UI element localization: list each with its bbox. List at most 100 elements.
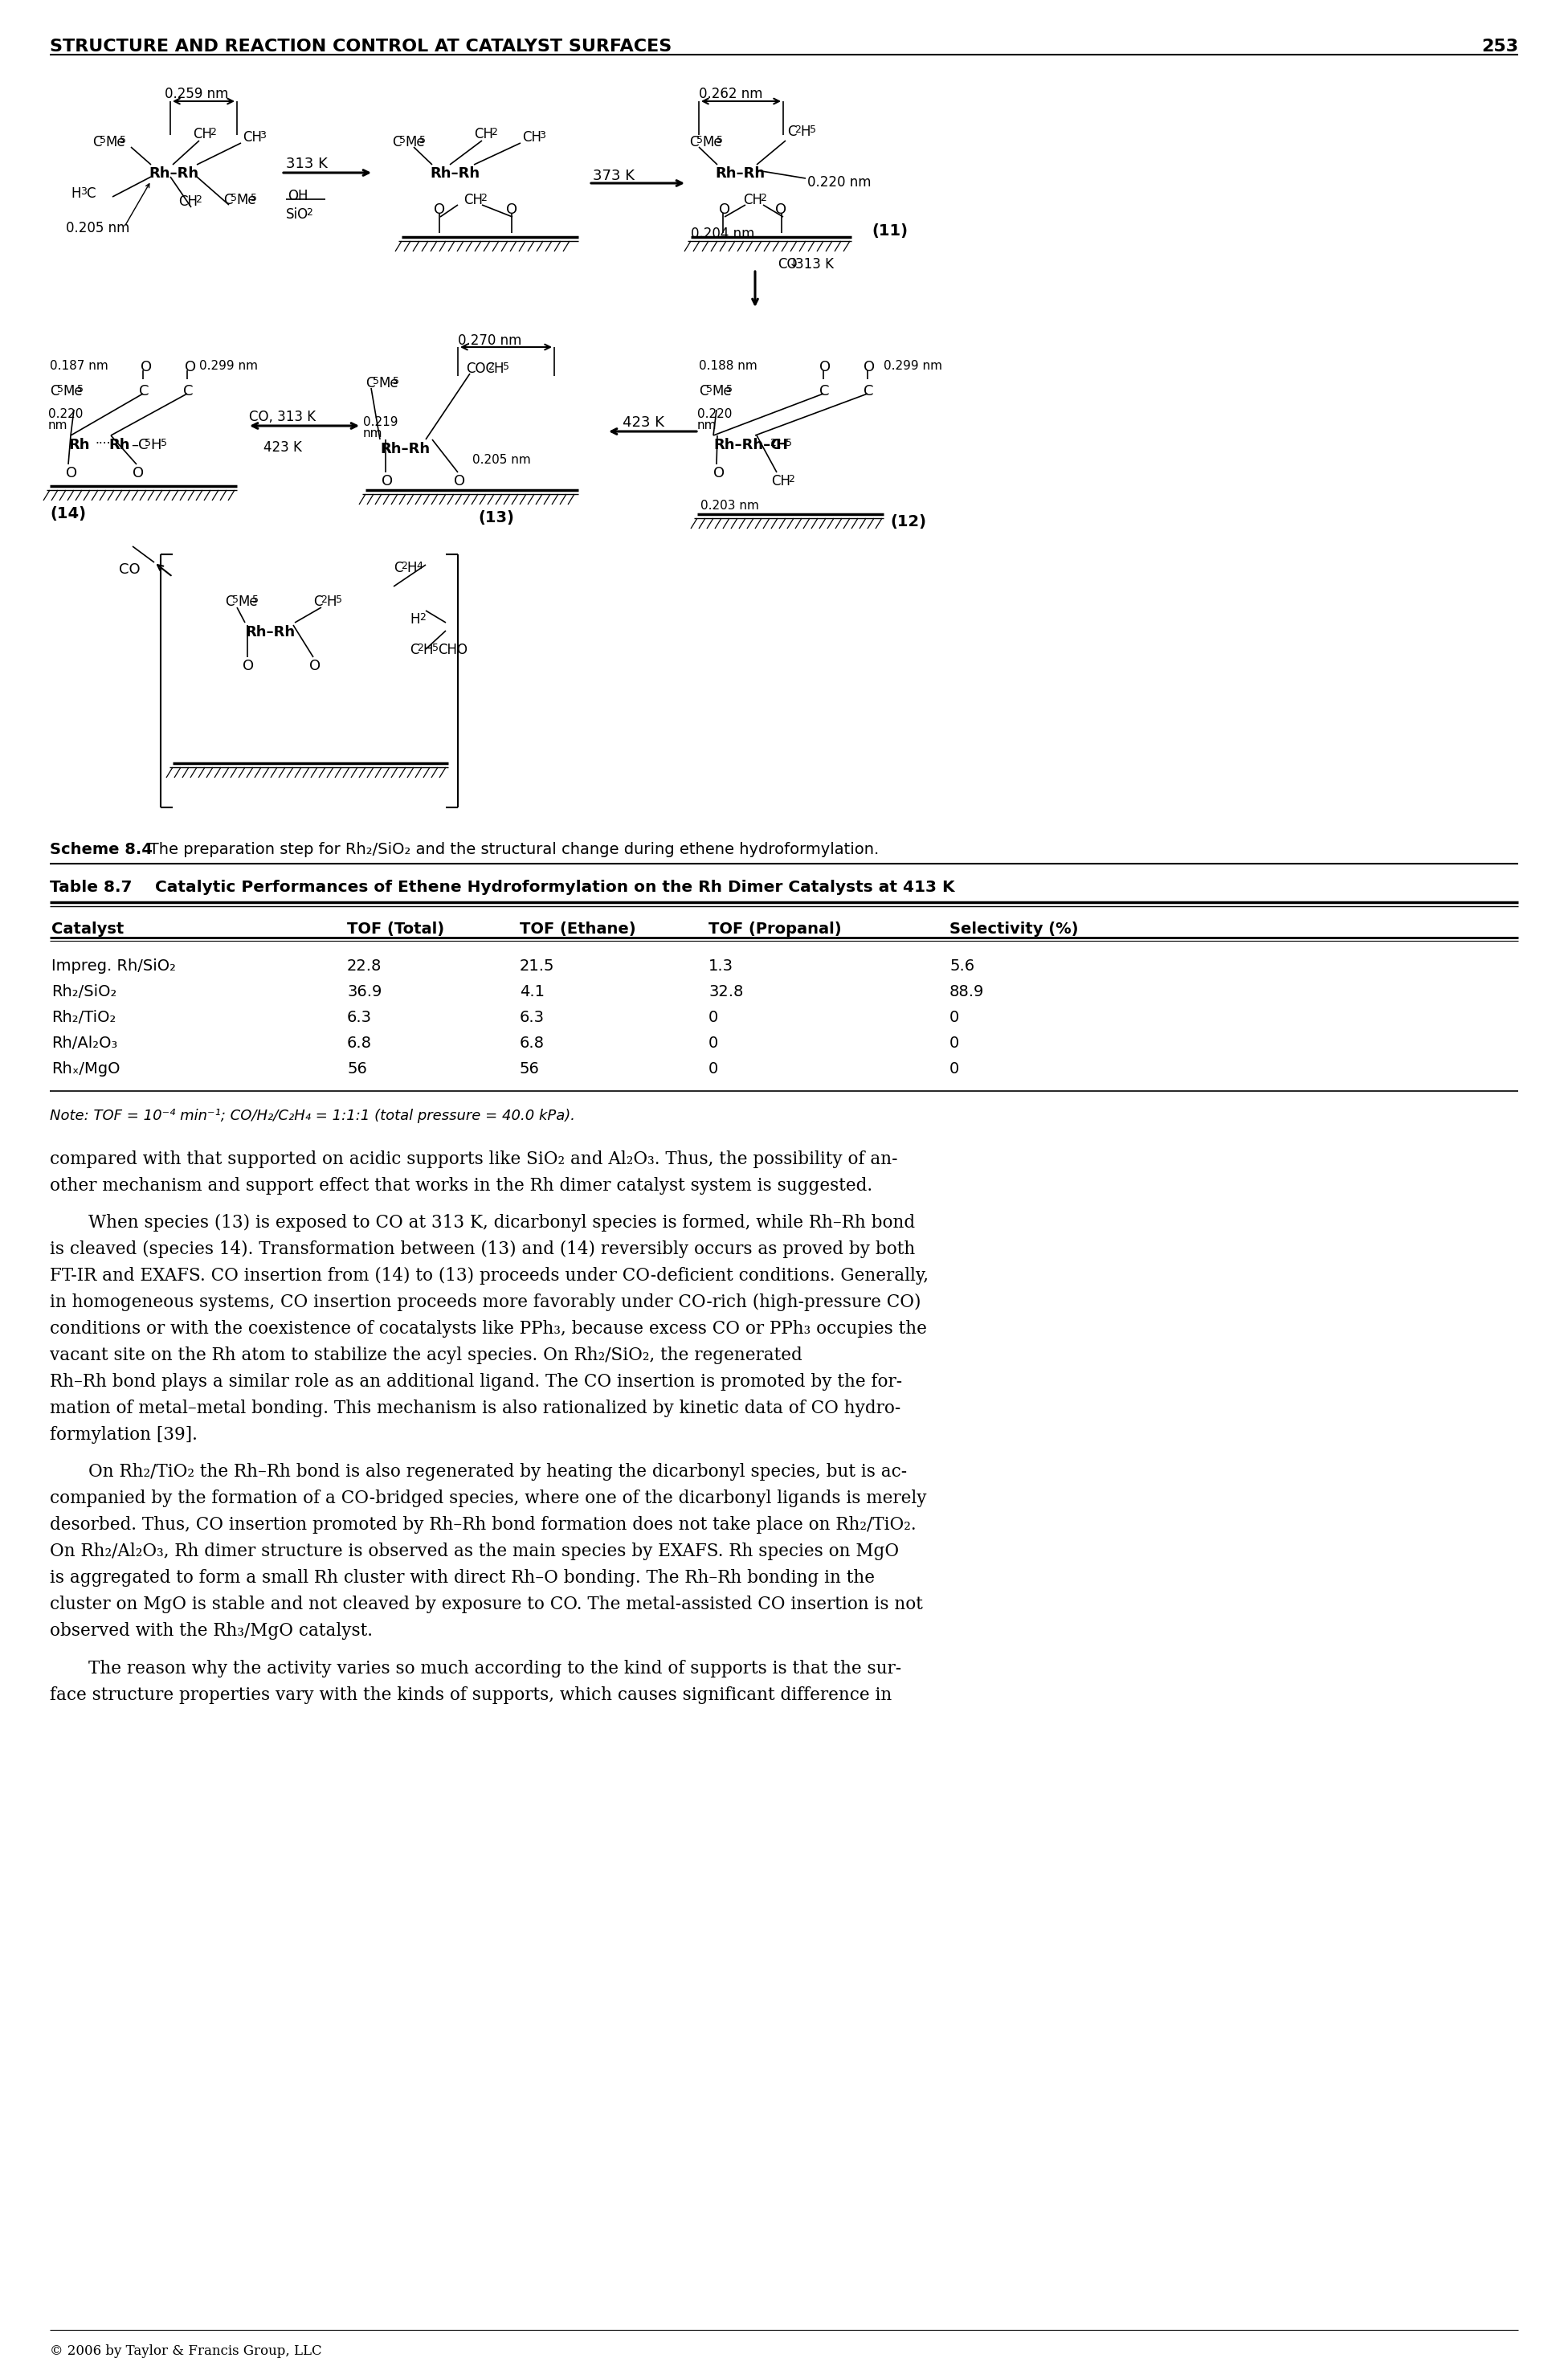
Text: When species (13) is exposed to CO at 313 K, dicarbonyl species is formed, while: When species (13) is exposed to CO at 31…	[88, 1214, 916, 1233]
Text: 0.259 nm: 0.259 nm	[165, 87, 229, 102]
Text: TOF (Ethane): TOF (Ethane)	[519, 921, 637, 938]
Text: O: O	[720, 203, 731, 217]
Text: C: C	[93, 135, 102, 149]
Text: 5: 5	[419, 135, 426, 146]
Text: nm: nm	[698, 420, 717, 432]
Text: 423 K: 423 K	[622, 416, 665, 430]
Text: C: C	[183, 385, 193, 399]
Text: O: O	[381, 475, 394, 489]
Text: 2: 2	[795, 125, 801, 135]
Text: 5: 5	[400, 135, 406, 146]
Text: cluster on MgO is stable and not cleaved by exposure to CO. The metal-assisted C: cluster on MgO is stable and not cleaved…	[50, 1597, 924, 1613]
Text: 5: 5	[144, 437, 151, 449]
Text: –C: –C	[132, 437, 149, 451]
Text: 2: 2	[417, 642, 423, 654]
Text: CH: CH	[179, 194, 198, 208]
Text: 313 K: 313 K	[795, 257, 834, 272]
Text: ↓: ↓	[789, 257, 800, 269]
Text: Rh/Al₂O₃: Rh/Al₂O₃	[52, 1035, 118, 1051]
Text: 4.1: 4.1	[519, 985, 544, 999]
Text: O: O	[185, 359, 196, 376]
Text: H: H	[775, 437, 787, 451]
Text: Me: Me	[712, 385, 732, 399]
Text: H: H	[494, 361, 503, 376]
Text: 0.204 nm: 0.204 nm	[691, 227, 754, 241]
Text: 5: 5	[394, 376, 400, 387]
Text: H: H	[326, 595, 336, 609]
Text: 2: 2	[770, 437, 776, 449]
Text: C: C	[223, 194, 232, 208]
Text: is cleaved (species 14). Transformation between (13) and (14) reversibly occurs : is cleaved (species 14). Transformation …	[50, 1240, 916, 1259]
Text: 1.3: 1.3	[709, 959, 734, 973]
Text: other mechanism and support effect that works in the Rh dimer catalyst system is: other mechanism and support effect that …	[50, 1176, 872, 1195]
Text: Me: Me	[405, 135, 425, 149]
Text: O: O	[864, 359, 875, 376]
Text: O: O	[820, 359, 831, 376]
Text: H: H	[800, 125, 811, 139]
Text: 2: 2	[789, 475, 795, 484]
Text: 6.8: 6.8	[519, 1035, 544, 1051]
Text: 5.6: 5.6	[950, 959, 974, 973]
Text: Rh: Rh	[108, 437, 130, 451]
Text: 2: 2	[401, 560, 408, 572]
Text: H: H	[409, 612, 420, 626]
Text: 5: 5	[160, 437, 168, 449]
Text: nm: nm	[49, 420, 67, 432]
Text: 0.203 nm: 0.203 nm	[701, 501, 759, 513]
Text: 2: 2	[306, 208, 312, 217]
Text: CH: CH	[743, 194, 762, 208]
Text: STRUCTURE AND REACTION CONTROL AT CATALYST SURFACES: STRUCTURE AND REACTION CONTROL AT CATALY…	[50, 38, 671, 54]
Text: face structure properties vary with the kinds of supports, which causes signific: face structure properties vary with the …	[50, 1686, 892, 1703]
Text: C: C	[140, 385, 149, 399]
Text: TOF (Propanal): TOF (Propanal)	[709, 921, 842, 938]
Text: H: H	[406, 560, 417, 576]
Text: COC: COC	[466, 361, 495, 376]
Text: Catalytic Performances of Ethene Hydroformylation on the Rh Dimer Catalysts at 4: Catalytic Performances of Ethene Hydrofo…	[138, 879, 955, 895]
Text: On Rh₂/Al₂O₃, Rh dimer structure is observed as the main species by EXAFS. Rh sp: On Rh₂/Al₂O₃, Rh dimer structure is obse…	[50, 1542, 898, 1561]
Text: in homogeneous systems, CO insertion proceeds more favorably under CO-rich (high: in homogeneous systems, CO insertion pro…	[50, 1294, 920, 1311]
Text: Rhₓ/MgO: Rhₓ/MgO	[52, 1061, 121, 1077]
Text: conditions or with the coexistence of cocatalysts like PPh₃, because excess CO o: conditions or with the coexistence of co…	[50, 1320, 927, 1337]
Text: 0: 0	[950, 1011, 960, 1025]
Text: CO, 313 K: CO, 313 K	[249, 409, 315, 425]
Text: Me: Me	[105, 135, 125, 149]
Text: Rh: Rh	[69, 437, 89, 451]
Text: O: O	[243, 659, 254, 673]
Text: Selectivity (%): Selectivity (%)	[950, 921, 1079, 938]
Text: C: C	[820, 385, 829, 399]
Text: 6.3: 6.3	[347, 1011, 372, 1025]
Text: 0.270 nm: 0.270 nm	[458, 333, 522, 347]
Text: Rh–Rh bond plays a similar role as an additional ligand. The CO insertion is pro: Rh–Rh bond plays a similar role as an ad…	[50, 1372, 902, 1391]
Text: 6.3: 6.3	[519, 1011, 544, 1025]
Text: 5: 5	[77, 385, 83, 394]
Text: H: H	[151, 437, 162, 451]
Text: Rh–Rh: Rh–Rh	[715, 165, 765, 182]
Text: 5: 5	[786, 437, 792, 449]
Text: 0.220: 0.220	[698, 409, 732, 420]
Text: CO: CO	[778, 257, 797, 272]
Text: C: C	[690, 135, 698, 149]
Text: 2: 2	[210, 128, 216, 137]
Text: TOF (Total): TOF (Total)	[347, 921, 444, 938]
Text: observed with the Rh₃/MgO catalyst.: observed with the Rh₃/MgO catalyst.	[50, 1623, 373, 1639]
Text: O: O	[713, 465, 724, 479]
Text: C: C	[86, 187, 96, 201]
Text: 56: 56	[519, 1061, 539, 1077]
Text: 22.8: 22.8	[347, 959, 383, 973]
Text: (13): (13)	[478, 510, 514, 524]
Text: O: O	[506, 203, 517, 217]
Text: ····: ····	[94, 437, 110, 449]
Text: H: H	[71, 187, 80, 201]
Text: O: O	[66, 465, 77, 479]
Text: C: C	[50, 385, 60, 399]
Text: 5: 5	[373, 376, 379, 387]
Text: mation of metal–metal bonding. This mechanism is also rationalized by kinetic da: mation of metal–metal bonding. This mech…	[50, 1401, 900, 1417]
Text: O: O	[434, 203, 445, 217]
Text: 0.299 nm: 0.299 nm	[199, 359, 257, 371]
Text: C: C	[224, 595, 234, 609]
Text: O: O	[775, 203, 787, 217]
Text: companied by the formation of a CO-bridged species, where one of the dicarbonyl : companied by the formation of a CO-bridg…	[50, 1490, 927, 1507]
Text: 253: 253	[1482, 38, 1518, 54]
Text: vacant site on the Rh atom to stabilize the acyl species. On Rh₂/SiO₂, the regen: vacant site on the Rh atom to stabilize …	[50, 1346, 803, 1365]
Text: OH: OH	[287, 189, 307, 203]
